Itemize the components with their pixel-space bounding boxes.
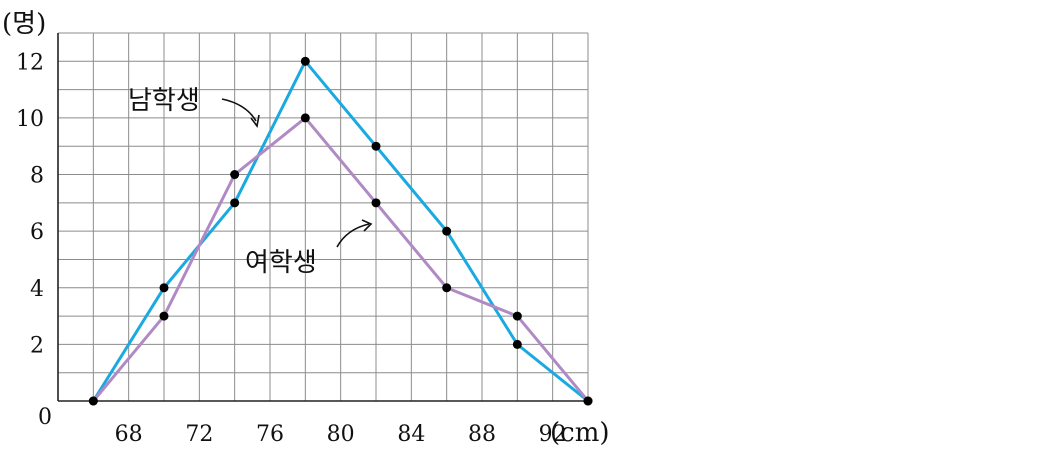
series-line-female bbox=[92, 115, 590, 402]
arrow-male bbox=[221, 98, 257, 122]
y-tick-label: 8 bbox=[30, 164, 44, 189]
data-point-female bbox=[88, 396, 98, 406]
data-point-female bbox=[512, 311, 522, 321]
y-axis-label: (명) bbox=[2, 9, 46, 39]
x-tick-label: 80 bbox=[327, 422, 355, 447]
data-point-male bbox=[230, 198, 240, 208]
grid bbox=[57, 32, 589, 402]
y-tick-label: 6 bbox=[30, 220, 44, 245]
data-point-female bbox=[230, 170, 240, 180]
data-point-female bbox=[159, 311, 169, 321]
data-point-female bbox=[371, 198, 381, 208]
series-label-male: 남학생 bbox=[128, 86, 200, 116]
data-point-female bbox=[300, 113, 310, 123]
x-axis-label: (cm) bbox=[550, 418, 610, 448]
y-tick-label: 4 bbox=[30, 277, 44, 302]
y-tick-label: 2 bbox=[30, 333, 44, 358]
arrow-female-head bbox=[361, 219, 373, 232]
data-point-male bbox=[512, 339, 522, 349]
y-tick-label: 10 bbox=[16, 107, 44, 132]
series-label-female: 여학생 bbox=[245, 248, 317, 278]
series-layer bbox=[88, 56, 593, 406]
data-point-female bbox=[583, 396, 593, 406]
series-line-male bbox=[92, 58, 589, 403]
arrow-male-head bbox=[250, 114, 260, 128]
data-point-male bbox=[442, 226, 452, 236]
origin-label: 0 bbox=[38, 405, 52, 430]
data-point-male bbox=[300, 56, 310, 66]
x-tick-label: 68 bbox=[115, 422, 143, 447]
arrow-female bbox=[336, 223, 370, 248]
data-point-male bbox=[159, 283, 169, 293]
x-tick-label: 76 bbox=[256, 422, 284, 447]
data-point-female bbox=[442, 283, 452, 293]
data-point-male bbox=[371, 141, 381, 151]
x-tick-label: 92 bbox=[539, 422, 567, 447]
y-tick-label: 12 bbox=[16, 50, 44, 75]
x-tick-label: 72 bbox=[185, 422, 213, 447]
x-tick-label: 88 bbox=[468, 422, 496, 447]
x-tick-label: 84 bbox=[397, 422, 425, 447]
